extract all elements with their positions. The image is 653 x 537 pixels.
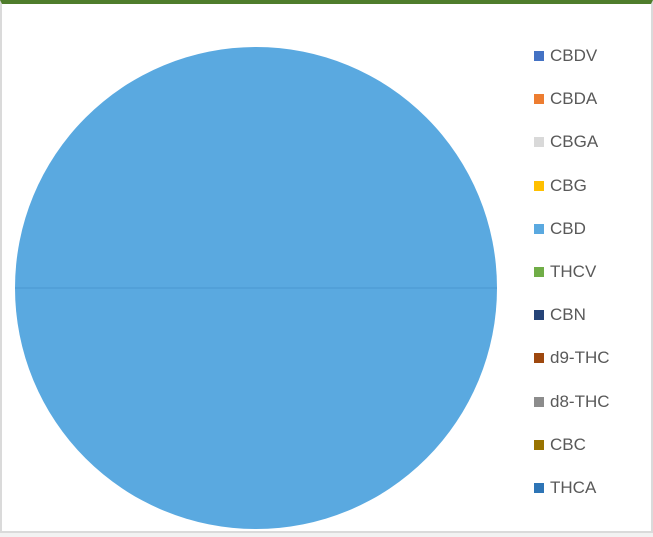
legend-item-cbg: CBG <box>534 174 587 198</box>
legend-label: CBDA <box>550 89 598 109</box>
legend-swatch <box>534 137 544 148</box>
legend-item-d8-thc: d8-THC <box>534 390 610 414</box>
legend-item-cbdv: CBDV <box>534 44 597 68</box>
legend-item-thcv: THCV <box>534 260 596 284</box>
legend-swatch <box>534 223 544 234</box>
legend-swatch <box>534 51 544 61</box>
legend-swatch <box>534 94 544 105</box>
legend-label: CBN <box>550 305 586 325</box>
legend-label: CBG <box>550 175 587 195</box>
legend-swatch <box>534 310 544 321</box>
pie-chart <box>15 47 497 529</box>
legend-swatch <box>534 180 544 191</box>
legend-swatch <box>534 439 544 450</box>
chart-legend: CBDV CBDA CBGA CBG CBD THCV CBN d9-THC d8-THC CBC… <box>534 44 644 514</box>
legend-label: THCA <box>550 478 597 497</box>
legend-label: CBD <box>550 218 586 238</box>
legend-item-cbn: CBN <box>534 303 586 327</box>
legend-swatch <box>534 396 544 407</box>
legend-item-cbga: CBGA <box>534 130 598 154</box>
legend-label: d8-THC <box>550 391 610 411</box>
legend-swatch <box>534 353 544 364</box>
legend-label: d9-THC <box>550 348 610 368</box>
legend-item-cbda: CBDA <box>534 87 597 111</box>
legend-label: THCV <box>550 262 597 281</box>
legend-item-d9-thc: d9-THC <box>534 346 610 370</box>
legend-item-thca: THCA <box>534 476 596 500</box>
legend-label: CBDV <box>550 46 598 65</box>
legend-label: CBGA <box>550 132 599 152</box>
legend-swatch <box>534 267 544 277</box>
legend-item-cbd: CBD <box>534 217 586 241</box>
legend-label: CBC <box>550 434 586 454</box>
legend-swatch <box>534 483 544 493</box>
legend-item-cbc: CBC <box>534 433 586 457</box>
